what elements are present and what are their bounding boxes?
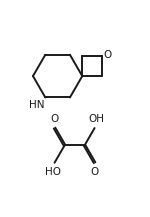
Text: O: O [50,114,59,124]
Text: O: O [103,50,111,60]
Text: HO: HO [45,167,61,177]
Text: O: O [90,167,99,177]
Text: OH: OH [88,114,104,124]
Text: HN: HN [29,100,45,110]
